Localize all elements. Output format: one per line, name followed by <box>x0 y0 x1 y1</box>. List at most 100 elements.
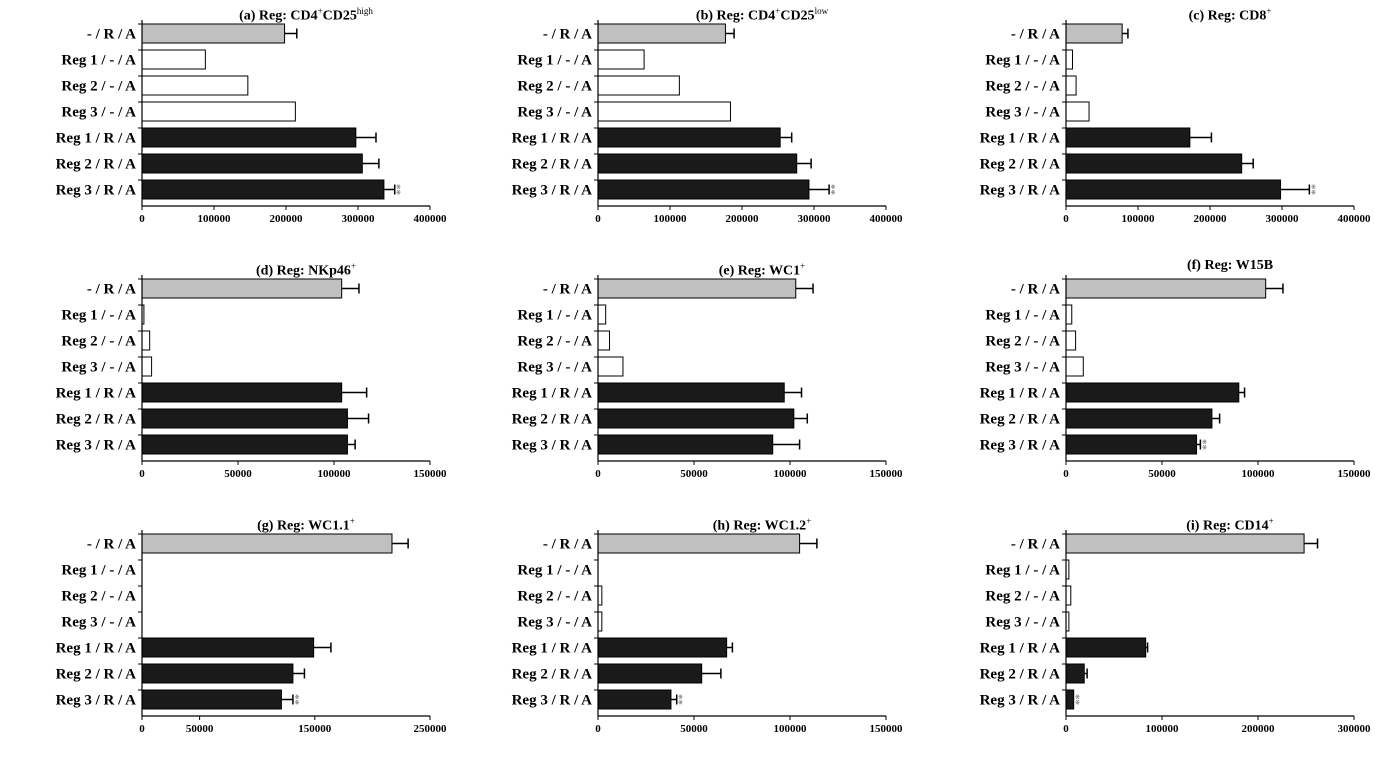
chart-title: (i) Reg: CD14+ <box>1186 510 1274 534</box>
category-label: Reg 1 / - / A <box>61 308 136 324</box>
error-bar <box>1145 642 1149 653</box>
chart-title-part: (f) Reg: W15B <box>1186 258 1274 273</box>
bar <box>141 75 249 96</box>
category-label: Reg 3 / - / A <box>61 360 136 376</box>
error-bar <box>341 283 360 294</box>
category-label: Reg 2 / R / A <box>512 157 593 173</box>
error-bar <box>391 538 409 549</box>
category-label: Reg 2 / - / A <box>61 79 136 95</box>
significance-marker: ** <box>829 184 841 196</box>
chart-title-part: + <box>349 516 355 526</box>
bar <box>1065 689 1075 710</box>
category-label: - / R / A <box>543 282 592 298</box>
chart-title-part: (d) Reg: NKp46 <box>256 263 351 279</box>
chart-title-part: CD25 <box>780 8 815 24</box>
bar <box>1065 637 1147 658</box>
bar <box>597 75 680 96</box>
category-label: Reg 2 / R / A <box>56 667 137 683</box>
x-tick-label: 100000 <box>198 213 232 225</box>
x-tick-label: 300000 <box>1338 723 1372 735</box>
x-tick-label: 0 <box>595 213 601 225</box>
bar-chart: - / R / A Reg 1 / - / A Reg 2 / - / A Reg 3… <box>980 275 1372 480</box>
x-tick-label: 200000 <box>1194 213 1228 225</box>
category-label: Reg 2 / R / A <box>56 412 137 428</box>
category-label: Reg 3 / - / A <box>61 105 136 121</box>
category-label: Reg 1 / R / A <box>980 131 1061 147</box>
x-tick-label: 0 <box>139 468 145 480</box>
x-tick-label: 150000 <box>870 468 904 480</box>
category-label: Reg 1 / R / A <box>980 386 1061 402</box>
significance-marker: ** <box>1074 694 1086 706</box>
category-label: Reg 2 / R / A <box>56 157 137 173</box>
category-label: Reg 3 / R / A <box>512 183 593 199</box>
bar <box>1065 179 1282 200</box>
category-label: Reg 1 / - / A <box>985 563 1060 579</box>
error-bar <box>292 668 306 679</box>
x-tick-label: 100000 <box>318 468 352 480</box>
chart-title-part: (a) Reg: CD4 <box>239 8 318 24</box>
chart-title-part: + <box>806 516 812 526</box>
bar <box>141 330 151 351</box>
bar-chart: - / R / A Reg 1 / - / A Reg 2 / - / A Reg 3… <box>980 20 1372 225</box>
category-label: - / R / A <box>87 537 136 553</box>
bar <box>1065 49 1073 70</box>
category-label: Reg 1 / - / A <box>517 308 592 324</box>
bar <box>141 637 315 658</box>
category-label: Reg 1 / R / A <box>980 641 1061 657</box>
bar <box>1065 278 1267 299</box>
bar <box>597 356 624 377</box>
bar <box>1065 663 1085 684</box>
error-bar <box>362 158 380 169</box>
category-label: Reg 1 / - / A <box>985 53 1060 69</box>
category-label: Reg 2 / - / A <box>985 589 1060 605</box>
chart-title-part: + <box>317 6 323 16</box>
significance-marker: ** <box>1309 184 1321 196</box>
error-bar <box>1084 668 1088 679</box>
error-bar <box>1280 184 1311 195</box>
category-label: Reg 1 / R / A <box>56 641 137 657</box>
chart-title: (h) Reg: WC1.2+ <box>712 510 812 534</box>
chart-panel: (c) Reg: CD8+ - / R / A Reg 1 / - / A Reg 2… <box>924 0 1374 250</box>
category-label: Reg 3 / R / A <box>56 438 137 454</box>
category-label: Reg 2 / - / A <box>985 334 1060 350</box>
bar <box>1065 304 1073 325</box>
category-label: Reg 2 / R / A <box>512 412 593 428</box>
x-tick-label: 100000 <box>1242 468 1276 480</box>
error-bar <box>383 184 396 195</box>
x-tick-label: 400000 <box>1338 213 1372 225</box>
category-label: - / R / A <box>543 27 592 43</box>
bar <box>1065 585 1072 606</box>
bar <box>141 179 385 200</box>
chart-title-part: + <box>800 261 806 271</box>
bar <box>141 101 296 122</box>
x-tick-label: 150000 <box>1338 468 1372 480</box>
error-bar <box>670 694 678 705</box>
bar <box>1065 330 1077 351</box>
bar <box>1065 23 1123 44</box>
x-tick-label: 100000 <box>1146 723 1180 735</box>
bar-chart: - / R / A Reg 1 / - / A Reg 2 / - / A Reg 3… <box>980 530 1372 735</box>
error-bar <box>795 283 814 294</box>
x-tick-label: 0 <box>1063 468 1069 480</box>
error-bar <box>1122 28 1129 39</box>
error-bar <box>726 642 734 653</box>
category-label: Reg 1 / R / A <box>56 386 137 402</box>
x-tick-label: 300000 <box>798 213 832 225</box>
category-label: - / R / A <box>87 27 136 43</box>
chart-panel: (d) Reg: NKp46+ - / R / A Reg 1 / - / A Reg… <box>0 255 450 505</box>
bar <box>141 689 282 710</box>
bar <box>1065 533 1305 554</box>
chart-title-part: (g) Reg: WC1.1 <box>257 518 350 534</box>
chart-title-part: (h) Reg: WC1.2 <box>712 518 807 534</box>
category-label: Reg 3 / - / A <box>517 615 592 631</box>
bar <box>1065 356 1084 377</box>
category-label: Reg 2 / R / A <box>980 667 1061 683</box>
chart-panel: (a) Reg: CD4+CD25high - / R / A Reg 1 / - … <box>0 0 450 250</box>
error-bar <box>780 132 793 143</box>
bar <box>1065 153 1243 174</box>
chart-panel: (i) Reg: CD14+ - / R / A Reg 1 / - / A Reg … <box>924 510 1374 760</box>
x-tick-label: 400000 <box>870 213 904 225</box>
x-tick-label: 300000 <box>342 213 376 225</box>
significance-marker: ** <box>395 184 407 196</box>
